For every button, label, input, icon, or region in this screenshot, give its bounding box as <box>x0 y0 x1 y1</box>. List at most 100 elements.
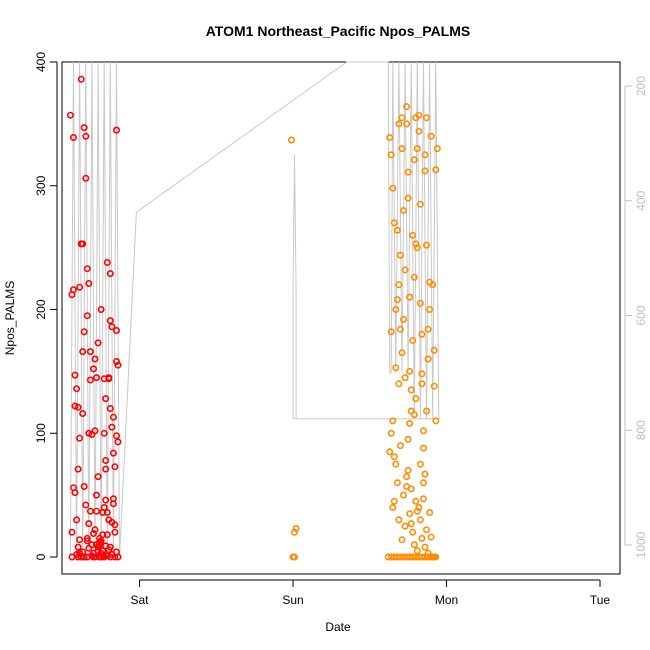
data-point <box>413 547 421 555</box>
data-point <box>103 258 111 266</box>
data-point <box>79 348 87 356</box>
data-point <box>395 281 403 289</box>
data-point <box>113 326 121 334</box>
data-point <box>390 453 398 461</box>
data-point <box>395 120 403 128</box>
data-point <box>393 226 401 234</box>
data-point <box>410 273 418 281</box>
data-point <box>70 134 78 142</box>
data-point <box>416 460 424 468</box>
data-point <box>83 553 91 561</box>
data-point <box>386 134 394 142</box>
data-point <box>422 241 430 249</box>
data-point <box>94 339 102 347</box>
data-point <box>86 348 94 356</box>
data-point <box>401 374 409 382</box>
data-point <box>395 380 403 388</box>
profile-line-layer <box>69 61 441 557</box>
data-point <box>83 537 91 545</box>
data-point <box>407 520 415 528</box>
data-point <box>80 124 88 132</box>
data-point <box>403 473 411 481</box>
data-point <box>68 528 76 536</box>
data-point <box>109 495 117 503</box>
data-point <box>421 470 429 478</box>
data-point <box>68 553 76 561</box>
data-point <box>290 553 298 561</box>
data-point <box>100 429 108 437</box>
data-point <box>409 231 417 239</box>
data-point <box>114 553 122 561</box>
data-point <box>403 120 411 128</box>
y-axis-label: Npos_PALMS <box>3 281 17 355</box>
data-point <box>100 553 108 561</box>
y-tick-label: 300 <box>34 175 48 195</box>
depth-profile-line <box>69 61 441 557</box>
axes-layer: 0 100 200 300 400 200 400 600 800 1000 Sat Sun Mon Tu… <box>34 52 648 607</box>
data-point <box>422 114 430 122</box>
data-point <box>409 528 417 536</box>
data-point <box>416 200 424 208</box>
data-point <box>386 448 394 456</box>
data-point <box>429 281 437 289</box>
x-tick-label: Sun <box>282 593 303 607</box>
data-point <box>430 382 438 390</box>
data-point <box>82 132 90 140</box>
data-point <box>396 251 404 259</box>
data-point <box>424 325 432 333</box>
data-point <box>111 528 119 536</box>
data-point <box>76 549 84 557</box>
data-point <box>406 510 414 518</box>
data-point <box>292 524 300 532</box>
data-point <box>74 403 82 411</box>
data-point <box>80 553 88 561</box>
data-point <box>396 442 404 450</box>
data-point <box>415 127 423 135</box>
data-point <box>387 429 395 437</box>
data-point <box>83 312 91 320</box>
data-point <box>410 411 418 419</box>
data-point <box>433 145 441 153</box>
data-point <box>432 553 440 561</box>
data-point <box>108 518 116 526</box>
data-point <box>395 516 403 524</box>
data-point <box>106 270 114 278</box>
data-point <box>76 434 84 442</box>
data-point <box>79 409 87 417</box>
data-point <box>419 479 427 487</box>
x-tick-label: Sat <box>130 593 149 607</box>
data-point <box>389 417 397 425</box>
data-point <box>426 305 434 313</box>
data-point <box>83 534 91 542</box>
data-point <box>399 491 407 499</box>
data-point <box>79 240 87 248</box>
data-point <box>421 167 429 175</box>
data-point <box>419 444 427 452</box>
data-point <box>71 371 79 379</box>
data-point <box>86 376 94 384</box>
data-point <box>93 491 101 499</box>
data-point <box>418 330 426 338</box>
data-point <box>410 156 418 164</box>
data-point <box>91 553 99 561</box>
data-point <box>80 482 88 490</box>
data-point <box>418 380 426 388</box>
data-point <box>85 520 93 528</box>
data-point <box>416 299 424 307</box>
data-point <box>114 361 122 369</box>
data-point <box>103 508 111 516</box>
data-point <box>76 536 84 544</box>
data-point <box>421 543 429 551</box>
data-point <box>390 219 398 227</box>
data-point <box>113 126 121 134</box>
data-point <box>105 546 113 554</box>
x-tick-label: Tue <box>590 593 611 607</box>
data-point <box>90 529 98 537</box>
data-point <box>393 296 401 304</box>
data-point <box>97 305 105 313</box>
data-point <box>404 168 412 176</box>
data-point <box>398 114 406 122</box>
data-point <box>424 355 432 363</box>
data-point <box>393 479 401 487</box>
data-point <box>410 541 418 549</box>
